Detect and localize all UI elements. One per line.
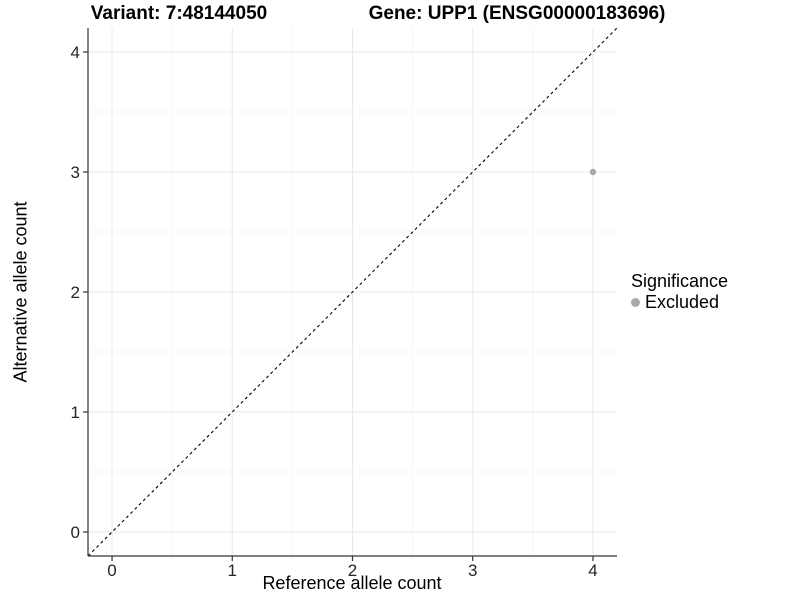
x-axis-title: Reference allele count — [262, 573, 442, 593]
legend-item-excluded: Excluded — [631, 292, 728, 312]
y-tick-label: 1 — [71, 403, 80, 422]
x-tick-label: 1 — [228, 561, 237, 580]
gene-title: Gene: UPP1 (ENSG00000183696) — [368, 3, 666, 24]
y-tick-label: 2 — [71, 283, 80, 302]
legend-title: Significance — [631, 271, 729, 291]
y-tick-label: 0 — [71, 523, 80, 542]
x-tick-label: 2 — [348, 561, 357, 580]
y-axis-title: Alternative allele count — [10, 201, 31, 383]
identity-dashed-line — [87, 27, 618, 557]
data-point-excluded — [589, 168, 597, 176]
x-tick-label: 0 — [107, 561, 116, 580]
x-tick-label: 3 — [468, 561, 477, 580]
x-tick-label: 4 — [588, 561, 597, 580]
y-tick-label: 4 — [71, 43, 80, 62]
legend-item-label: Excluded — [645, 292, 720, 312]
excluded-circle-icon — [631, 297, 640, 307]
y-tick-label: 3 — [71, 163, 80, 182]
variant-title: Variant: 7:48144050 — [90, 3, 268, 24]
legend: Significance Excluded — [631, 271, 728, 312]
